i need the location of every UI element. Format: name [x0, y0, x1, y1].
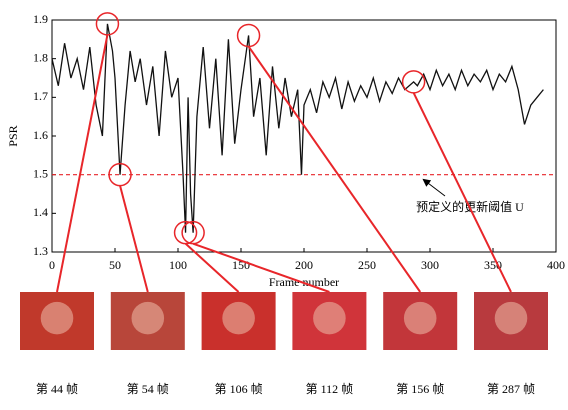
frame-caption: 第 106 帧	[215, 382, 263, 396]
annotation-arrow	[424, 180, 445, 196]
y-axis-label: PSR	[6, 125, 20, 146]
thumbnail-detail	[313, 302, 346, 334]
x-tick-label: 0	[49, 258, 55, 272]
thumbnail-detail	[222, 302, 255, 334]
y-tick-label: 1.8	[33, 50, 48, 64]
frame-caption: 第 112 帧	[306, 382, 354, 396]
frame-caption: 第 156 帧	[396, 382, 444, 396]
x-tick-label: 200	[295, 258, 313, 272]
thumbnail-detail	[41, 302, 74, 334]
page: {"chart_data": {"type": "line", "x_label…	[0, 0, 568, 405]
x-tick-label: 400	[547, 258, 565, 272]
y-tick-label: 1.5	[33, 166, 48, 180]
frame-caption: 第 54 帧	[127, 382, 169, 396]
x-axis-label: Frame number	[269, 275, 339, 289]
frame-caption: 第 287 帧	[487, 382, 535, 396]
thumbnail-detail	[132, 302, 165, 334]
frame-caption: 第 44 帧	[36, 382, 78, 396]
x-tick-label: 250	[358, 258, 376, 272]
x-tick-label: 50	[109, 258, 121, 272]
y-tick-label: 1.6	[33, 128, 48, 142]
connector	[120, 186, 148, 292]
thumbnail-detail	[404, 302, 437, 334]
connector	[57, 35, 107, 292]
chart: PSR Frame number 预定义的更新阈值 U 1.31.41.51.6…	[0, 0, 568, 405]
y-tick-label: 1.7	[33, 89, 48, 103]
y-tick-label: 1.9	[33, 12, 48, 26]
x-tick-label: 100	[169, 258, 187, 272]
y-tick-label: 1.4	[33, 205, 48, 219]
y-tick-label: 1.3	[33, 244, 48, 258]
x-tick-label: 300	[421, 258, 439, 272]
thumbnail-detail	[495, 302, 528, 334]
